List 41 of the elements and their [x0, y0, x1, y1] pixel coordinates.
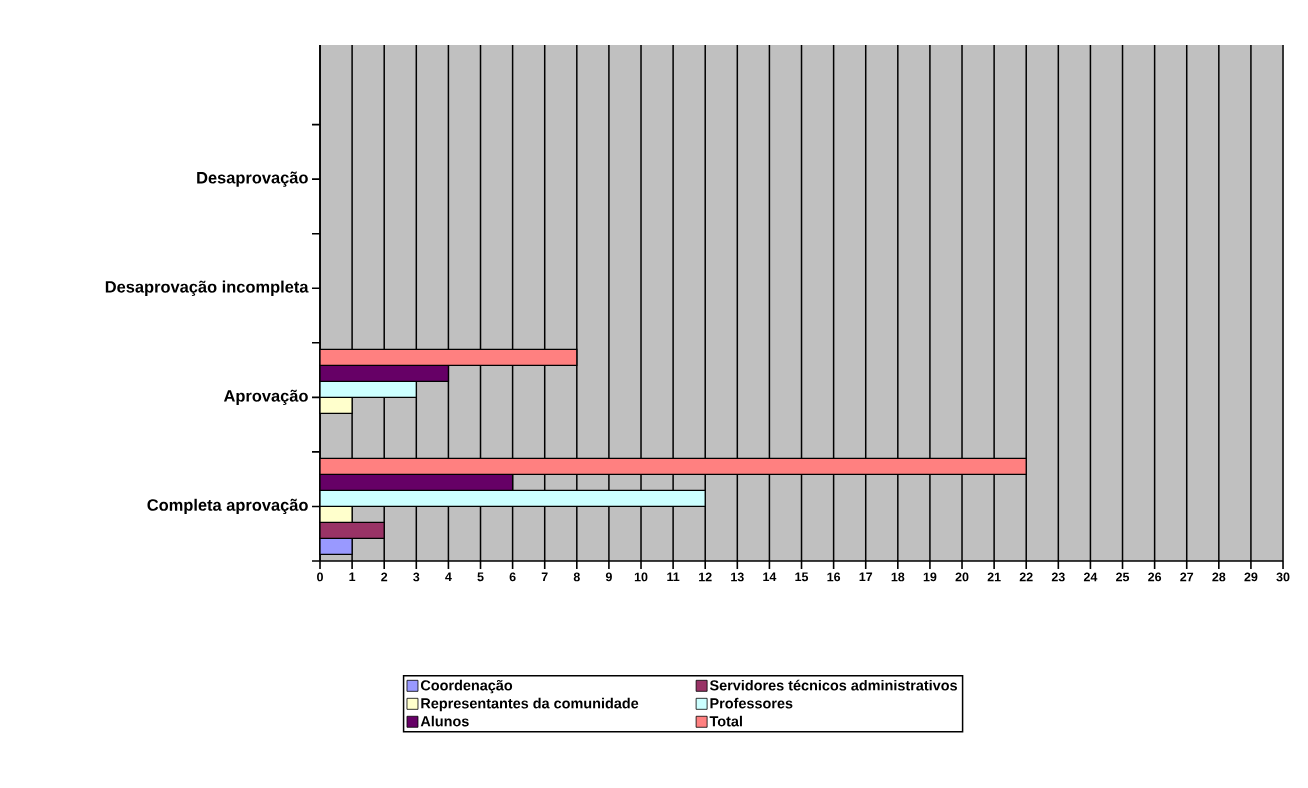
x-tick-label: 13 [731, 572, 744, 582]
legend-label: Professores [710, 697, 793, 709]
x-tick-label: 25 [1116, 572, 1130, 582]
x-tick-label: 17 [859, 572, 873, 582]
x-tick-label: 16 [827, 572, 841, 582]
x-tick-label: 11 [667, 572, 680, 582]
x-tick-label: 19 [923, 572, 937, 582]
x-tick-label: 7 [541, 572, 548, 582]
x-tick-label: 9 [605, 572, 612, 582]
x-tick-label: 28 [1212, 572, 1226, 582]
legend-label: Total [709, 715, 742, 727]
y-tick-label: Desaprovação [197, 171, 308, 187]
legend-label: Coordenação [420, 679, 513, 694]
legend-label: Representantes da comunidade [421, 697, 639, 712]
x-tick-label: 15 [795, 572, 809, 582]
x-tick-label: 2 [381, 572, 388, 582]
x-tick-label: 0 [317, 572, 323, 582]
x-tick-label: 14 [763, 572, 777, 582]
x-tick-label: 12 [699, 572, 712, 582]
x-tick-label: 23 [1051, 572, 1065, 582]
x-tick-label: 26 [1148, 572, 1162, 582]
x-tick-label: 27 [1180, 572, 1194, 582]
y-tick-label: Completa aprovação [147, 498, 308, 515]
x-tick-label: 18 [891, 572, 905, 582]
x-tick-label: 20 [955, 572, 969, 582]
x-tick-label: 30 [1276, 572, 1290, 582]
x-tick-label: 10 [634, 572, 648, 582]
y-tick-label: Desaprovação incompleta [105, 280, 309, 296]
x-tick-label: 3 [413, 572, 420, 582]
x-tick-label: 4 [445, 572, 452, 582]
x-tick-label: 29 [1244, 572, 1258, 582]
x-tick-label: 6 [509, 572, 516, 582]
x-tick-label: 21 [987, 572, 1001, 582]
y-tick-label: Aprovação [223, 389, 308, 405]
legend-label: Servidores técnicos administrativos [709, 679, 957, 691]
x-tick-label: 24 [1083, 572, 1098, 582]
x-tick-label: 5 [477, 572, 484, 582]
x-tick-label: 1 [349, 572, 356, 582]
x-tick-label: 8 [573, 572, 580, 582]
legend-label: Alunos [420, 715, 469, 727]
x-tick-label: 22 [1019, 572, 1033, 582]
